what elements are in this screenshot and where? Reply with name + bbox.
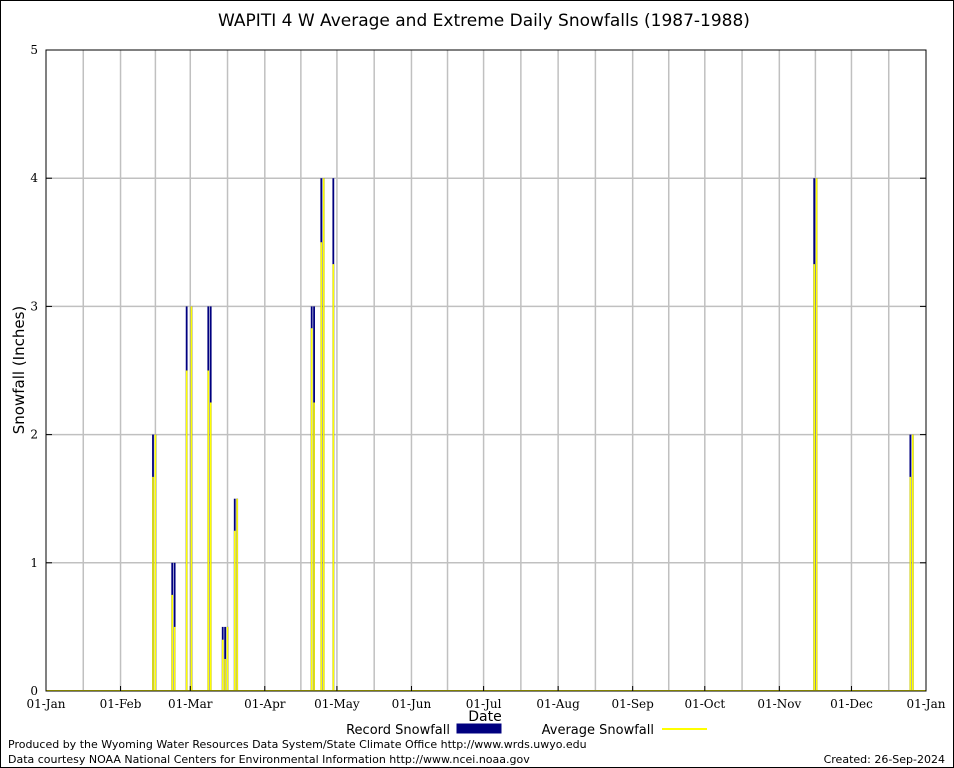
x-tick-label: 01-Jan <box>906 697 945 711</box>
y-tick-label: 3 <box>30 299 38 313</box>
x-tick-label: 01-Jun <box>392 697 432 711</box>
y-axis-label: Snowfall (Inches) <box>10 306 28 434</box>
x-tick-label: 01-Oct <box>684 697 725 711</box>
bar-series <box>46 178 926 691</box>
footer-created: Created: 26-Sep-2024 <box>824 753 945 766</box>
y-tick-label: 5 <box>30 43 38 57</box>
y-axis-ticks: 0 1 2 3 4 5 <box>30 43 926 698</box>
footer-produced-by: Produced by the Wyoming Water Resources … <box>8 738 587 751</box>
x-axis-ticks: 01-Jan 01-Feb 01-Mar 01-Apr 01-May 01-Jun 01-J… <box>26 686 946 711</box>
grid-lines <box>46 50 926 691</box>
x-tick-label: 01-May <box>314 697 360 711</box>
x-axis-label: Date <box>468 709 501 725</box>
x-tick-label: 01-Mar <box>168 697 213 711</box>
y-tick-label: 2 <box>30 428 38 442</box>
y-tick-label: 0 <box>30 684 38 698</box>
y-tick-label: 1 <box>30 556 38 570</box>
x-tick-label: 01-Nov <box>757 697 801 711</box>
footer-data-courtesy: Data courtesy NOAA National Centers for … <box>8 753 530 766</box>
x-tick-label: 01-Sep <box>612 697 655 711</box>
legend: Record Snowfall Average Snowfall <box>346 723 707 738</box>
chart-title: WAPITI 4 W Average and Extreme Daily Sno… <box>218 11 750 31</box>
legend-label-average: Average Snowfall <box>542 723 654 738</box>
x-tick-label: 01-Feb <box>100 697 142 711</box>
x-tick-label: 01-Aug <box>536 697 580 711</box>
legend-swatch-record <box>456 723 502 734</box>
plot-area-border <box>45 49 927 692</box>
legend-label-record: Record Snowfall <box>346 723 450 738</box>
y-tick-label: 4 <box>30 171 38 185</box>
x-tick-label: 01-Dec <box>830 697 873 711</box>
x-tick-label: 01-Jul <box>466 697 502 711</box>
x-tick-label: 01-Jan <box>26 697 65 711</box>
x-tick-label: 01-Apr <box>244 697 286 711</box>
